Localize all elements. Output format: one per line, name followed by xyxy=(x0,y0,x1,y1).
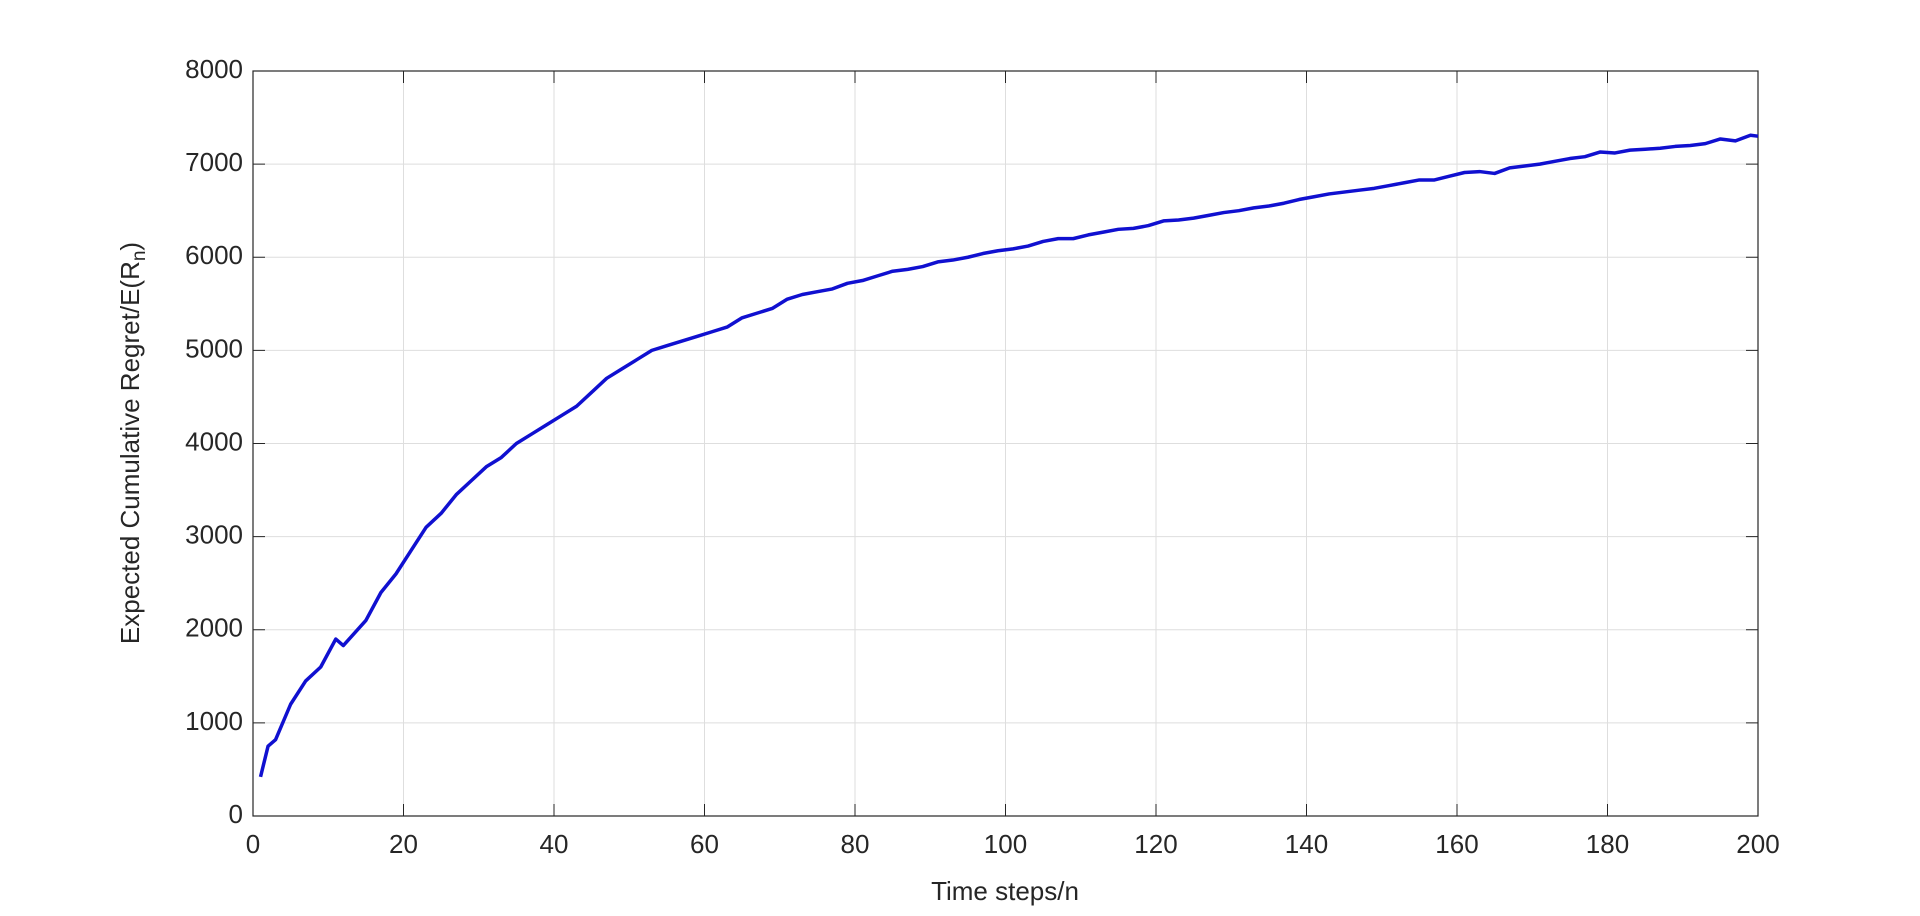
data-line xyxy=(258,133,1759,778)
y-axis-label-sub: n xyxy=(129,251,150,262)
x-tick-label: 100 xyxy=(984,829,1027,859)
y-axis-label-main: Expected Cumulative Regret/E(R xyxy=(115,261,145,644)
x-tick-label: 180 xyxy=(1586,829,1629,859)
y-tick-label: 4000 xyxy=(185,426,243,456)
y-tick-label: 1000 xyxy=(185,706,243,736)
x-tick-label: 60 xyxy=(690,829,719,859)
y-tick-label: 3000 xyxy=(185,520,243,550)
y-tick-label: 7000 xyxy=(185,147,243,177)
x-tick-label: 0 xyxy=(246,829,260,859)
x-tick-label: 160 xyxy=(1435,829,1478,859)
y-axis-label: Expected Cumulative Regret/E(Rn) xyxy=(115,242,150,644)
x-tick-label: 200 xyxy=(1736,829,1779,859)
y-tick-label: 6000 xyxy=(185,240,243,270)
y-tick-label: 5000 xyxy=(185,333,243,363)
x-tick-label: 120 xyxy=(1134,829,1177,859)
x-tick-label: 20 xyxy=(389,829,418,859)
y-axis-label-end: ) xyxy=(115,242,145,251)
x-tick-label: 40 xyxy=(540,829,569,859)
x-axis-label: Time steps/n xyxy=(931,876,1079,906)
plot-frame xyxy=(252,70,1759,817)
x-tick-label: 80 xyxy=(841,829,870,859)
x-tick-label: 140 xyxy=(1285,829,1328,859)
y-tick-label: 0 xyxy=(229,799,243,829)
y-tick-label: 2000 xyxy=(185,613,243,643)
y-tick-label: 8000 xyxy=(185,54,243,84)
